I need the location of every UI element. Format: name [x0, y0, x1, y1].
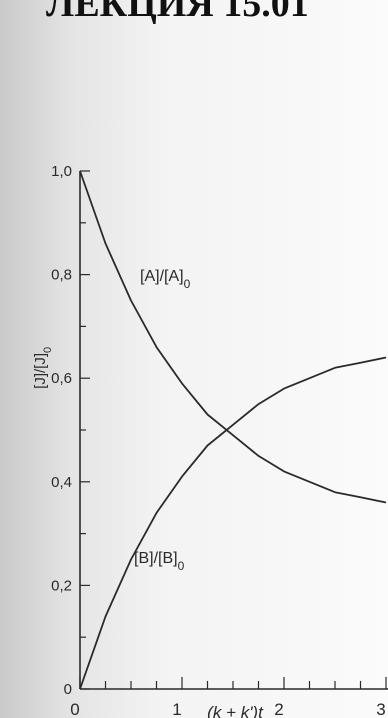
x-tick-label: 0 — [70, 700, 79, 718]
chart-curves — [79, 170, 387, 690]
y-tick-label: 0,8 — [51, 267, 72, 284]
x-tick-label: 2 — [274, 700, 283, 718]
y-axis-label: [J]/[J]0 — [32, 347, 54, 389]
series-b-curve — [79, 356, 387, 690]
y-axis-label-group: [J]/[J]0 — [32, 347, 54, 389]
chart-labels: [A]/[A]0 [B]/[B]0 (k + k')t [J]/[J]0 — [32, 268, 264, 718]
y-tick-label: 0,2 — [51, 577, 72, 594]
series-b-label: [B]/[B]0 — [134, 550, 185, 573]
y-tick-label: 0,4 — [51, 474, 72, 491]
series-a-label: [A]/[A]0 — [140, 268, 191, 291]
series-a-curve — [79, 170, 387, 504]
x-axis-label: (k + k')t — [207, 703, 264, 718]
y-tick-label: 0,6 — [51, 370, 72, 387]
chart-ticks: 0 0,2 0,4 0,6 0,8 1,0 0 1 2 3 — [51, 163, 387, 718]
y-tick-label: 0 — [64, 681, 72, 698]
chart-axes — [79, 171, 388, 690]
y-tick-label: 1,0 — [51, 163, 72, 180]
page-title: ЛЕКЦИЯ 15.01 — [46, 0, 309, 25]
x-tick-label: 3 — [376, 700, 385, 718]
x-tick-label: 1 — [172, 700, 181, 718]
